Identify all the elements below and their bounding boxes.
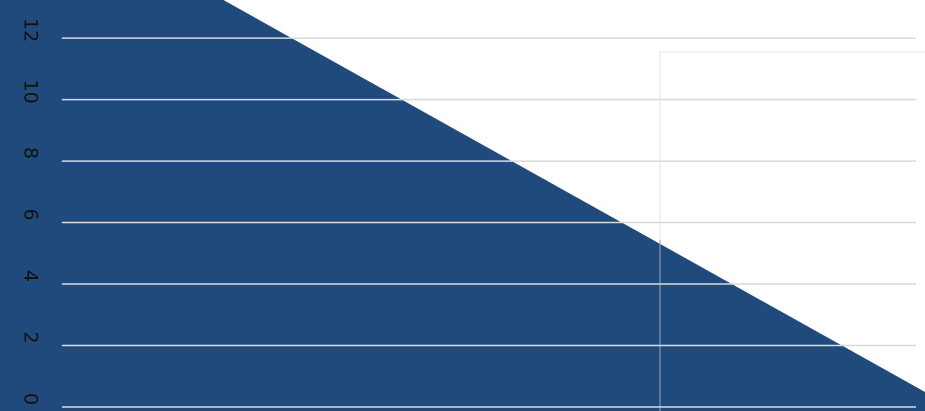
y-tick-label: 8 — [20, 147, 42, 159]
y-tick-label: 0 — [20, 393, 42, 405]
y-tick-label: 2 — [20, 331, 42, 343]
y-tick-label: 10 — [20, 80, 42, 104]
overlay-panel — [659, 51, 925, 411]
y-tick-label: 6 — [20, 209, 42, 221]
y-tick-label: 4 — [20, 270, 42, 282]
y-tick-label: 12 — [20, 18, 42, 42]
